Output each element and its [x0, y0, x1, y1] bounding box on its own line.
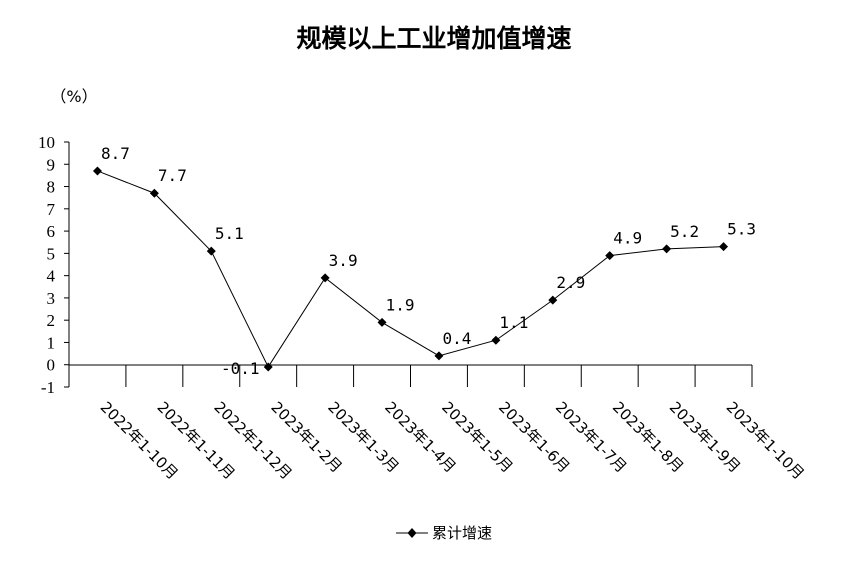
data-label: 2.9	[556, 273, 585, 292]
data-point-marker	[491, 335, 501, 345]
data-label: -0.1	[221, 359, 260, 378]
data-label: 0.4	[443, 329, 472, 348]
data-point-marker	[263, 362, 273, 372]
data-label: 5.2	[670, 222, 699, 241]
data-label: 4.9	[613, 229, 642, 248]
data-label: 8.7	[101, 144, 130, 163]
y-tick-label: 1	[47, 333, 56, 352]
y-tick-label: 9	[47, 155, 56, 174]
y-tick-label: 6	[47, 222, 56, 241]
y-tick-label: 5	[47, 244, 56, 263]
legend: 累计增速	[396, 524, 492, 542]
y-tick-label: -1	[41, 378, 55, 397]
x-axis: 2022年1-10月2022年1-11月2022年1-12月2023年1-2月2…	[69, 364, 808, 483]
data-point-marker	[434, 351, 444, 361]
data-label: 7.7	[158, 166, 187, 185]
y-tick-label: 7	[47, 200, 56, 219]
y-tick-label: 2	[47, 311, 56, 330]
y-axis: -1 0 1 2 3 4 5 6 7 8 9 10	[38, 133, 70, 397]
data-point-marker	[605, 251, 615, 261]
y-tick-label: 8	[47, 178, 56, 197]
y-tick-label: 3	[47, 289, 56, 308]
data-point-marker	[719, 242, 729, 252]
data-label: 1.9	[386, 295, 415, 314]
data-label: 5.3	[727, 220, 756, 239]
data-point-marker	[662, 244, 672, 254]
y-axis-unit-label: （%）	[50, 87, 97, 106]
data-point-marker	[377, 317, 387, 327]
data-point-marker	[92, 166, 102, 176]
data-label: 1.1	[499, 313, 528, 332]
series-group: 8.7 7.7 5.1 -0.1 3.9 1.9 0.4 1.1 2.9 4.9 5.2 5.3	[92, 144, 756, 378]
data-point-marker	[206, 246, 216, 256]
y-tick-label: 10	[38, 133, 55, 152]
series-line	[97, 170, 724, 368]
data-point-marker	[149, 188, 159, 198]
y-tick-label: 0	[47, 356, 56, 375]
chart-title: 规模以上工业增加值增速	[296, 24, 571, 53]
legend-diamond-marker	[407, 528, 417, 538]
legend-label: 累计增速	[432, 524, 492, 542]
data-point-marker	[320, 273, 330, 283]
y-tick-label: 4	[47, 267, 56, 286]
data-label: 3.9	[329, 251, 358, 270]
data-label: 5.1	[215, 224, 244, 243]
data-point-marker	[548, 295, 558, 305]
